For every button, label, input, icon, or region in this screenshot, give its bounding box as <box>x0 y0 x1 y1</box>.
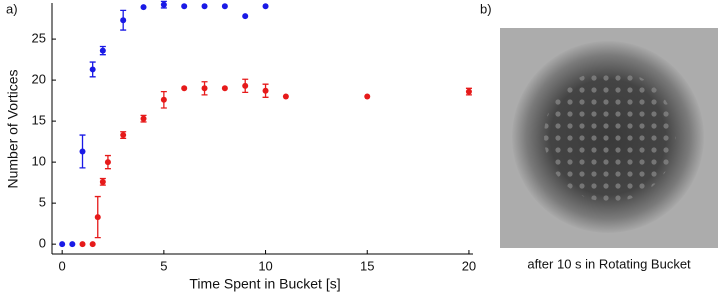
panel-label: a) <box>6 1 18 16</box>
point <box>79 241 86 248</box>
point <box>242 13 249 20</box>
point <box>364 93 371 100</box>
point <box>104 159 111 166</box>
x-tick-label: 5 <box>160 258 167 273</box>
y-tick-label: 20 <box>32 72 46 87</box>
y-tick-label: 10 <box>32 154 46 169</box>
point <box>140 115 147 122</box>
point <box>99 47 106 54</box>
point <box>89 241 96 248</box>
panel-label: b) <box>480 1 492 16</box>
point <box>69 241 76 248</box>
y-tick-label: 15 <box>32 113 46 128</box>
y-tick-label: 25 <box>32 31 46 46</box>
x-tick-label: 0 <box>59 258 66 273</box>
point <box>59 241 66 248</box>
image-caption: after 10 s in Rotating Bucket <box>527 256 691 271</box>
point <box>465 88 472 95</box>
point <box>94 214 101 221</box>
y-tick-label: 0 <box>39 236 46 251</box>
point <box>262 87 269 94</box>
x-tick-label: 20 <box>462 258 476 273</box>
point <box>242 82 249 89</box>
point <box>140 4 147 11</box>
vortex-image <box>500 28 718 248</box>
point <box>120 17 127 24</box>
x-tick-label: 10 <box>258 258 272 273</box>
point <box>221 85 228 92</box>
point <box>262 3 269 10</box>
point <box>201 3 208 10</box>
point <box>201 85 208 92</box>
point <box>120 132 127 139</box>
point <box>160 1 167 8</box>
point <box>221 3 228 10</box>
point <box>181 85 188 92</box>
point <box>282 93 289 100</box>
x-tick-label: 15 <box>360 258 374 273</box>
y-tick-label: 5 <box>39 195 46 210</box>
point <box>181 3 188 10</box>
point <box>79 148 86 155</box>
point <box>99 178 106 185</box>
point <box>160 96 167 103</box>
y-axis-label: Number of Vortices <box>5 69 21 188</box>
x-axis-label: Time Spent in Bucket [s] <box>189 276 340 292</box>
point <box>89 66 96 73</box>
